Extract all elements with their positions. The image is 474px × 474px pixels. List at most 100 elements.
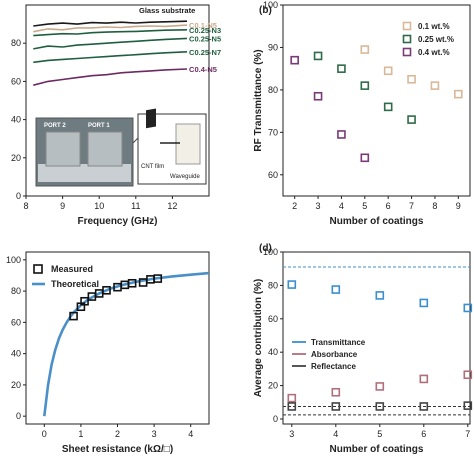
legend-label: Reflectance bbox=[311, 362, 356, 371]
data-point bbox=[360, 81, 370, 90]
x-tick-label: 6 bbox=[386, 201, 391, 211]
series-label: C0.25-N3 bbox=[189, 26, 221, 35]
y-tick-label: 40 bbox=[11, 349, 21, 359]
series-line bbox=[33, 20, 188, 27]
legend-label: Transmittance bbox=[311, 338, 366, 347]
y-tick-label: 100 bbox=[263, 0, 278, 10]
legend-marker bbox=[402, 21, 412, 31]
y-tick-label: 80 bbox=[11, 38, 21, 48]
x-tick-label: 8 bbox=[23, 201, 28, 211]
data-point bbox=[287, 280, 297, 289]
panel-b-rf-transmittance: 2 3 4 5 6 7 8 9 60 70 80 90 100 Number of coatings RF … bbox=[253, 0, 471, 227]
x-tick-label: 3 bbox=[316, 201, 321, 211]
x-tick-label: 9 bbox=[60, 201, 65, 211]
data-point bbox=[360, 153, 370, 163]
x-axis-label: Number of coatings bbox=[330, 216, 424, 227]
y-tick-label: 80 bbox=[268, 280, 278, 290]
y-tick-label: 20 bbox=[268, 381, 278, 391]
inset-connector bbox=[132, 137, 139, 144]
data-point bbox=[313, 91, 323, 101]
legend-label: 0.4 wt.% bbox=[418, 48, 450, 57]
data-point bbox=[290, 55, 299, 65]
x-tick-label: 3 bbox=[289, 429, 294, 439]
data-point bbox=[375, 291, 385, 300]
data-point bbox=[463, 303, 473, 313]
legend-label: Absorbance bbox=[311, 350, 358, 359]
data-point bbox=[383, 66, 393, 76]
x-tick-label: 7 bbox=[465, 429, 470, 439]
cnt-film-shape bbox=[146, 108, 156, 129]
panel-label: (d) bbox=[259, 243, 272, 254]
legend-marker bbox=[402, 47, 412, 57]
data-point bbox=[331, 285, 341, 294]
legend-label: 0.25 wt.% bbox=[418, 35, 454, 44]
measured-point bbox=[102, 286, 111, 295]
series-label: C0.25-N7 bbox=[189, 48, 221, 57]
panel-a-transmission-spectra: 8 9 10 11 12 0 20 40 60 80 Frequency (GHz) Glass su… bbox=[11, 4, 221, 227]
x-axis-label: Sheet resistance (kΩ/□) bbox=[62, 444, 173, 455]
x-tick-label: 8 bbox=[432, 201, 437, 211]
data-point bbox=[337, 130, 346, 139]
data-point bbox=[287, 402, 297, 411]
x-tick-label: 7 bbox=[409, 201, 414, 211]
y-tick-label: 60 bbox=[268, 170, 278, 180]
data-point bbox=[463, 401, 473, 410]
x-tick-label: 5 bbox=[377, 429, 382, 439]
x-tick-label: 4 bbox=[339, 201, 344, 211]
x-tick-label: 4 bbox=[188, 429, 193, 439]
inset-label: PORT 2 bbox=[44, 123, 66, 129]
y-tick-label: 80 bbox=[11, 286, 21, 296]
y-tick-label: 100 bbox=[263, 247, 278, 257]
x-tick-label: 1 bbox=[78, 429, 83, 439]
data-point bbox=[375, 402, 385, 411]
inset-port-1 bbox=[87, 131, 123, 167]
panel-label: (b) bbox=[259, 5, 272, 16]
y-tick-label: 70 bbox=[268, 127, 278, 137]
data-point bbox=[287, 393, 297, 403]
series-line bbox=[33, 29, 188, 37]
y-tick-label: 90 bbox=[268, 42, 278, 52]
series-line bbox=[33, 68, 188, 86]
x-tick-label: 2 bbox=[292, 201, 297, 211]
panel-d-average-contribution: 3 4 5 6 7 0 20 40 60 80 100 Number of coatings Avera… bbox=[253, 243, 473, 455]
legend-marker-measured bbox=[33, 264, 43, 274]
y-tick-label: 0 bbox=[273, 414, 278, 424]
x-tick-label: 2 bbox=[115, 429, 120, 439]
legend-label: Measured bbox=[51, 264, 93, 274]
data-point bbox=[313, 51, 323, 61]
plot-frame bbox=[282, 4, 471, 197]
data-point bbox=[463, 370, 473, 380]
inset-label: CNT film bbox=[141, 164, 164, 170]
data-point bbox=[383, 102, 393, 112]
x-tick-label: 10 bbox=[94, 201, 104, 211]
x-tick-label: 9 bbox=[456, 201, 461, 211]
series-line bbox=[33, 51, 188, 64]
y-tick-label: 60 bbox=[268, 314, 278, 324]
measured-point bbox=[80, 296, 89, 306]
series-line bbox=[33, 37, 188, 50]
data-point bbox=[337, 64, 346, 73]
series-label: C0.1-N5 bbox=[189, 21, 217, 30]
series-label: C0.25-N5 bbox=[189, 34, 221, 43]
x-tick-label: 11 bbox=[131, 201, 140, 211]
data-point bbox=[331, 387, 341, 397]
data-point bbox=[360, 45, 370, 54]
y-tick-label: 20 bbox=[11, 153, 21, 163]
series-label: C0.4-N5 bbox=[189, 65, 217, 74]
data-point bbox=[407, 74, 416, 84]
inset-label: PORT 1 bbox=[88, 123, 110, 129]
x-tick-label: 6 bbox=[421, 429, 426, 439]
waveguide-shape bbox=[175, 123, 201, 165]
y-axis-label: RF Transmittance (%) bbox=[253, 49, 264, 151]
legend-label: Theoretical bbox=[51, 279, 99, 289]
inset-table bbox=[38, 164, 131, 182]
y-axis-label: Average contribution (%) bbox=[253, 279, 264, 398]
measured-point bbox=[153, 274, 163, 283]
inset-label: Waveguide bbox=[170, 174, 200, 180]
y-tick-label: 20 bbox=[11, 380, 21, 390]
y-tick-label: 100 bbox=[6, 255, 21, 265]
y-tick-label: 60 bbox=[11, 76, 21, 86]
x-tick-label: 5 bbox=[362, 201, 367, 211]
data-point bbox=[419, 402, 429, 411]
